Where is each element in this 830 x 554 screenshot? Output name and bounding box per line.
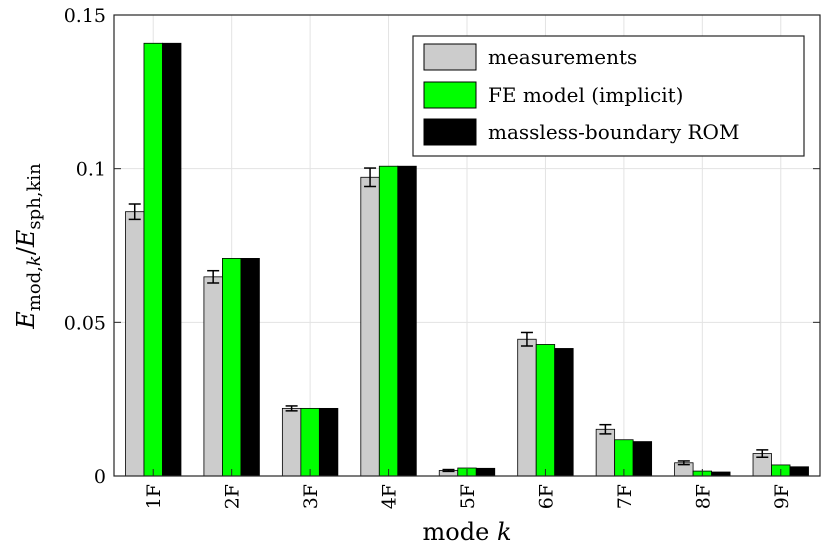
y-tick-label: 0.05 [64,312,106,334]
bar-rom [789,466,809,477]
bar-measurements [360,176,380,477]
y-axis-title: Emod,k/Esph,kin [12,163,45,330]
bar-rom [632,441,653,477]
y-tick-label: 0 [94,466,106,488]
legend-swatch-measurements [423,43,477,71]
bar-rom [240,258,260,477]
bars [125,42,809,477]
y-axis: 0 0.05 0.1 0.15 [64,5,820,488]
legend-label-fe-model: FE model (implicit) [488,83,683,107]
x-axis: 1F 2F 3F 4F 5F 6F 7F 8F 9F [143,469,793,509]
bar-fe-model [143,42,163,477]
x-axis-title: mode k [423,518,512,546]
x-tick-label: 4F [379,484,401,509]
y-axis-title-sub1-k: k [24,255,45,266]
y-axis-title-sub2: sph,kin [24,163,45,230]
x-tick-label: 9F [771,484,793,509]
legend: measurements FE model (implicit) massles… [412,35,805,157]
x-tick-label: 7F [614,484,636,509]
bar-measurements [125,211,145,477]
bar-measurements [203,276,223,477]
y-axis-title-sub1: mod, [24,266,45,311]
y-tick-label: 0.15 [64,5,106,27]
legend-swatch-rom [423,118,477,146]
bar-rom [162,42,182,477]
x-tick-label: 1F [143,484,165,509]
x-tick-label: 2F [222,484,244,509]
x-tick-label: 6F [535,484,557,509]
bar-rom [475,467,496,477]
bar-rom [554,348,574,477]
legend-label-rom: massless-boundary ROM [488,120,739,144]
bar-rom [397,165,417,477]
y-axis-title-e2: E [12,229,40,248]
bar-fe-model [535,344,556,477]
bar-fe-model [300,407,320,477]
x-tick-label: 3F [300,484,322,509]
legend-swatch-fe-model [423,81,477,109]
legend-box [412,35,805,157]
y-axis-title-slash: / [12,246,40,255]
x-tick-label: 5F [457,484,479,509]
x-axis-title-text: mode [423,518,490,546]
bar-fe-model [222,258,242,477]
bar-measurements [595,428,616,477]
y-tick-label: 0.1 [76,159,106,181]
legend-label-measurements: measurements [488,45,637,69]
x-axis-title-var: k [497,518,512,546]
bar-fe-model [378,165,399,477]
bar-measurements [281,407,302,477]
x-tick-label: 8F [692,484,714,509]
bar-rom [318,407,339,477]
error-bars [128,167,769,473]
y-axis-title-e1: E [12,311,40,330]
bar-measurements [517,338,537,477]
